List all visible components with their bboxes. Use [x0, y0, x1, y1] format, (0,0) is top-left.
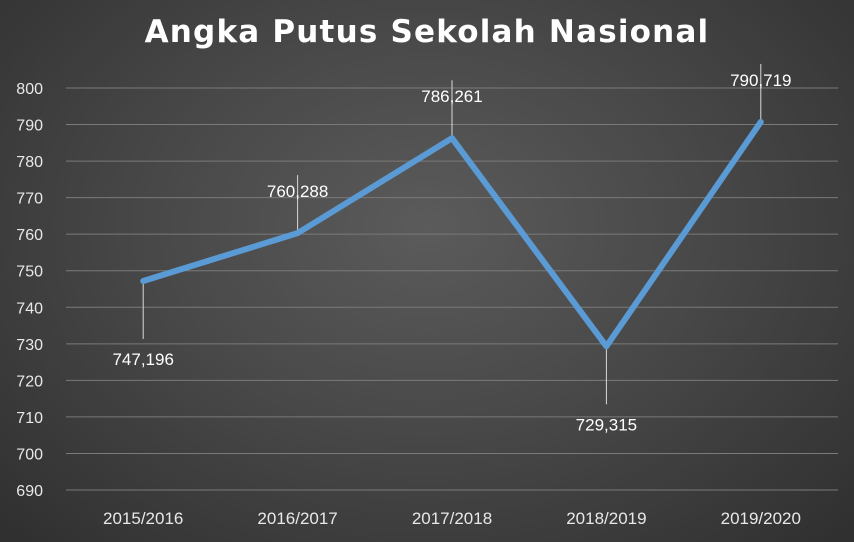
y-tick-label: 800	[16, 81, 43, 98]
y-tick-label: 730	[16, 337, 43, 354]
x-tick-label: 2016/2017	[257, 509, 337, 528]
y-tick-label: 760	[16, 227, 43, 244]
data-point	[295, 230, 301, 236]
x-tick-label: 2018/2019	[566, 509, 646, 528]
x-tick-label: 2019/2020	[721, 509, 801, 528]
data-point	[140, 278, 146, 284]
y-tick-label: 700	[16, 446, 43, 463]
x-tick-label: 2015/2016	[103, 509, 183, 528]
y-tick-label: 740	[16, 300, 43, 317]
y-tick-label: 710	[16, 410, 43, 427]
data-label: 760,288	[267, 182, 328, 201]
data-point	[603, 343, 609, 349]
data-point	[449, 135, 455, 141]
data-label: 790,719	[730, 71, 791, 90]
data-label: 747,196	[112, 350, 173, 369]
data-label: 729,315	[576, 415, 637, 434]
y-tick-label: 690	[16, 483, 43, 500]
y-tick-label: 770	[16, 191, 43, 208]
data-label: 786,261	[421, 87, 482, 106]
x-tick-label: 2017/2018	[412, 509, 492, 528]
chart-title: Angka Putus Sekolah Nasional	[144, 14, 710, 50]
y-tick-label: 720	[16, 373, 43, 390]
y-tick-label: 780	[16, 154, 43, 171]
data-point	[758, 119, 764, 125]
y-tick-label: 750	[16, 264, 43, 281]
y-tick-label: 790	[16, 118, 43, 135]
